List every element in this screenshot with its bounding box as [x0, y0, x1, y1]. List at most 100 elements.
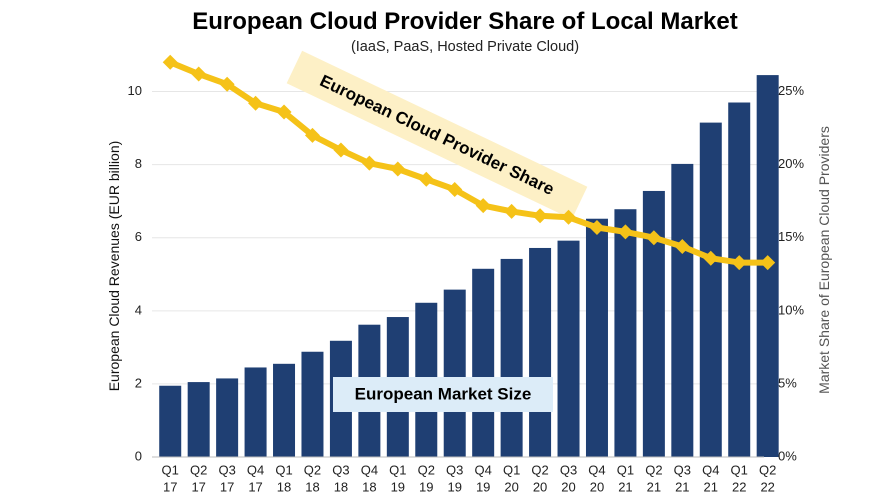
x-tick-label-year: 20: [504, 479, 518, 494]
share-point: [248, 95, 264, 111]
share-point: [333, 142, 349, 158]
share-point: [561, 209, 577, 225]
x-tick-label-quarter: Q1: [617, 462, 634, 477]
y2-tick-label: 25%: [778, 83, 804, 98]
share-point: [219, 76, 235, 92]
y2-tick-label: 20%: [778, 156, 804, 171]
y-tick-label: 2: [135, 375, 142, 390]
x-tick-label-year: 20: [561, 479, 575, 494]
share-point: [276, 104, 292, 120]
bar: [671, 163, 694, 457]
x-tick-label-quarter: Q3: [674, 462, 691, 477]
chart-title: European Cloud Provider Share of Local M…: [192, 8, 738, 35]
bar: [443, 289, 466, 457]
x-axis-ticks: Q1 17 Q2 17 Q3 17 Q4 17 Q1 18 Q2 18 Q3 18 Q4 18 Q1 19 Q2 19…: [162, 462, 777, 494]
share-point: [703, 250, 719, 266]
y-tick-label: 4: [135, 302, 142, 317]
x-tick-label-quarter: Q1: [389, 462, 406, 477]
bar: [472, 268, 495, 457]
x-tick-label-quarter: Q2: [645, 462, 662, 477]
y2-tick-label: 10%: [778, 302, 804, 317]
x-tick-label-year: 18: [334, 479, 348, 494]
chart-subtitle: (IaaS, PaaS, Hosted Private Cloud): [350, 39, 580, 55]
x-tick-label-quarter: Q4: [588, 462, 605, 477]
bar: [159, 385, 182, 457]
x-tick-label-quarter: Q1: [503, 462, 520, 477]
bar: [301, 351, 324, 457]
share-point: [447, 181, 463, 197]
x-tick-label-year: 22: [760, 479, 774, 494]
share-point: [418, 171, 434, 187]
y2-tick-label: 15%: [778, 229, 804, 244]
x-tick-label-quarter: Q4: [247, 462, 264, 477]
bar: [244, 367, 267, 457]
market-size-annotation-box: [333, 377, 553, 412]
x-tick-label-year: 17: [248, 479, 262, 494]
x-tick-label-quarter: Q1: [731, 462, 748, 477]
bar: [216, 378, 239, 457]
share-point: [589, 219, 605, 235]
share-point: [191, 66, 207, 82]
x-tick-label-quarter: Q4: [702, 462, 719, 477]
share-annotation-label: European Cloud Provider Share: [317, 71, 557, 199]
x-tick-label-year: 17: [191, 479, 205, 494]
x-tick-label-year: 19: [391, 479, 405, 494]
x-tick-label-year: 20: [590, 479, 604, 494]
x-tick-label-quarter: Q1: [162, 462, 179, 477]
y2-axis-label: Market Share of European Cloud Providers: [816, 126, 832, 394]
share-point: [532, 208, 548, 224]
bar: [557, 240, 580, 457]
share-line: [167, 59, 771, 266]
left-axis-ticks: 0 2 4 6 8 10: [128, 83, 142, 463]
bar: [614, 209, 637, 457]
x-tick-label-quarter: Q1: [275, 462, 292, 477]
y-tick-label: 0: [135, 448, 142, 463]
share-annotation-box: [286, 50, 588, 220]
bar: [273, 363, 296, 457]
share-point: [617, 224, 633, 240]
x-tick-label-year: 17: [163, 479, 177, 494]
right-axis-ticks: 0% 5% 10% 15% 20% 25%: [778, 83, 804, 463]
x-tick-label-year: 21: [647, 479, 661, 494]
y-axis-label: European Cloud Revenues (EUR billion): [106, 141, 122, 392]
x-tick-label-year: 19: [447, 479, 461, 494]
bar: [699, 122, 722, 457]
x-tick-label-year: 19: [419, 479, 433, 494]
x-tick-label-quarter: Q4: [361, 462, 378, 477]
x-tick-label-year: 22: [732, 479, 746, 494]
share-annotation: European Cloud Provider Share: [286, 50, 588, 220]
x-tick-label-year: 17: [220, 479, 234, 494]
bar: [529, 247, 552, 457]
x-tick-label-quarter: Q4: [475, 462, 492, 477]
share-point: [390, 161, 406, 177]
share-point: [646, 230, 662, 246]
x-tick-label-year: 20: [533, 479, 547, 494]
x-tick-label-year: 21: [704, 479, 718, 494]
x-tick-label-quarter: Q3: [560, 462, 577, 477]
bar: [500, 258, 523, 457]
share-point: [760, 255, 776, 271]
share-point: [731, 255, 747, 271]
y-tick-label: 10: [128, 83, 142, 98]
x-tick-label-year: 18: [277, 479, 291, 494]
bar: [585, 218, 608, 457]
bar: [187, 382, 210, 457]
share-point: [674, 238, 690, 254]
x-tick-label-year: 21: [618, 479, 632, 494]
y-tick-label: 8: [135, 156, 142, 171]
x-tick-label-year: 19: [476, 479, 490, 494]
x-tick-label-quarter: Q2: [759, 462, 776, 477]
x-tick-label-quarter: Q3: [446, 462, 463, 477]
y2-tick-label: 5%: [778, 375, 797, 390]
market-size-annotation-label: European Market Size: [355, 384, 532, 403]
x-tick-label-quarter: Q2: [190, 462, 207, 477]
market-size-annotation: European Market Size: [333, 377, 553, 412]
bar: [642, 190, 665, 457]
x-tick-label-quarter: Q3: [218, 462, 235, 477]
share-point: [304, 127, 320, 143]
share-point: [475, 198, 491, 214]
share-point: [504, 203, 520, 219]
x-tick-label-quarter: Q2: [531, 462, 548, 477]
x-tick-label-quarter: Q3: [332, 462, 349, 477]
